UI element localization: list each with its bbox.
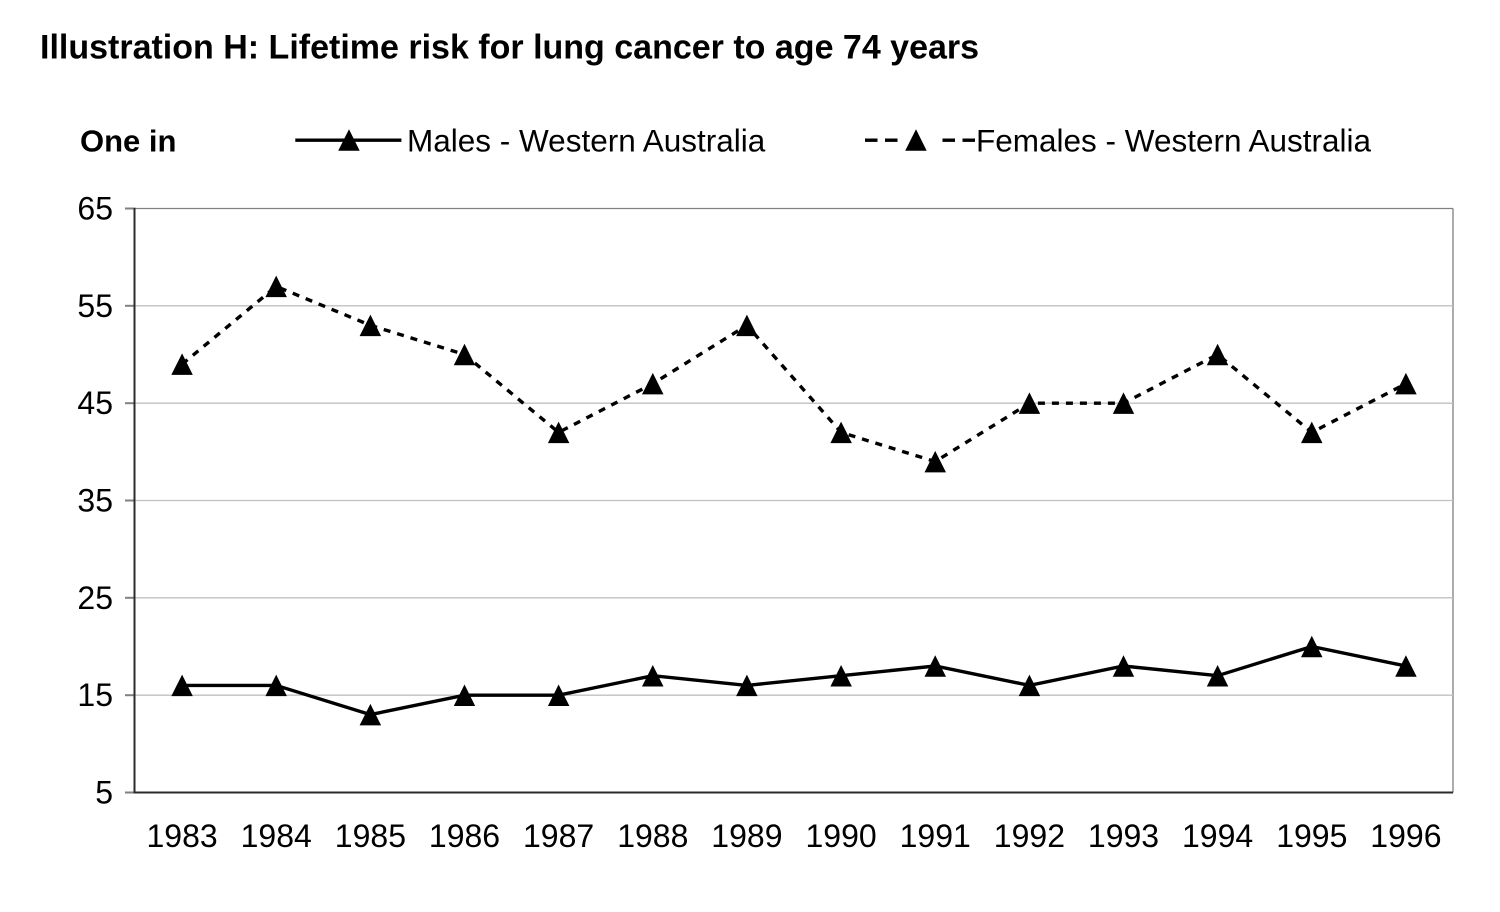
svg-text:15: 15 bbox=[77, 677, 113, 713]
svg-text:1991: 1991 bbox=[900, 818, 971, 854]
svg-text:1988: 1988 bbox=[617, 818, 688, 854]
svg-text:1985: 1985 bbox=[335, 818, 406, 854]
svg-text:1993: 1993 bbox=[1088, 818, 1159, 854]
svg-text:1987: 1987 bbox=[523, 818, 594, 854]
svg-text:1994: 1994 bbox=[1182, 818, 1253, 854]
svg-text:5: 5 bbox=[95, 775, 113, 811]
svg-text:Illustration H: Lifetime risk: Illustration H: Lifetime risk for lung c… bbox=[40, 28, 979, 66]
svg-text:25: 25 bbox=[77, 580, 113, 616]
svg-text:1986: 1986 bbox=[429, 818, 500, 854]
svg-text:45: 45 bbox=[77, 385, 113, 421]
svg-text:1996: 1996 bbox=[1370, 818, 1441, 854]
svg-text:1984: 1984 bbox=[241, 818, 312, 854]
svg-text:1990: 1990 bbox=[806, 818, 877, 854]
svg-text:One in: One in bbox=[80, 124, 176, 159]
svg-text:Females - Western Australia: Females - Western Australia bbox=[976, 123, 1372, 159]
svg-text:1995: 1995 bbox=[1276, 818, 1347, 854]
svg-text:1989: 1989 bbox=[711, 818, 782, 854]
svg-text:1983: 1983 bbox=[147, 818, 218, 854]
svg-text:1992: 1992 bbox=[994, 818, 1065, 854]
svg-text:55: 55 bbox=[77, 288, 113, 324]
svg-text:35: 35 bbox=[77, 483, 113, 519]
svg-text:Males - Western Australia: Males - Western Australia bbox=[407, 123, 766, 159]
svg-text:65: 65 bbox=[77, 191, 113, 227]
